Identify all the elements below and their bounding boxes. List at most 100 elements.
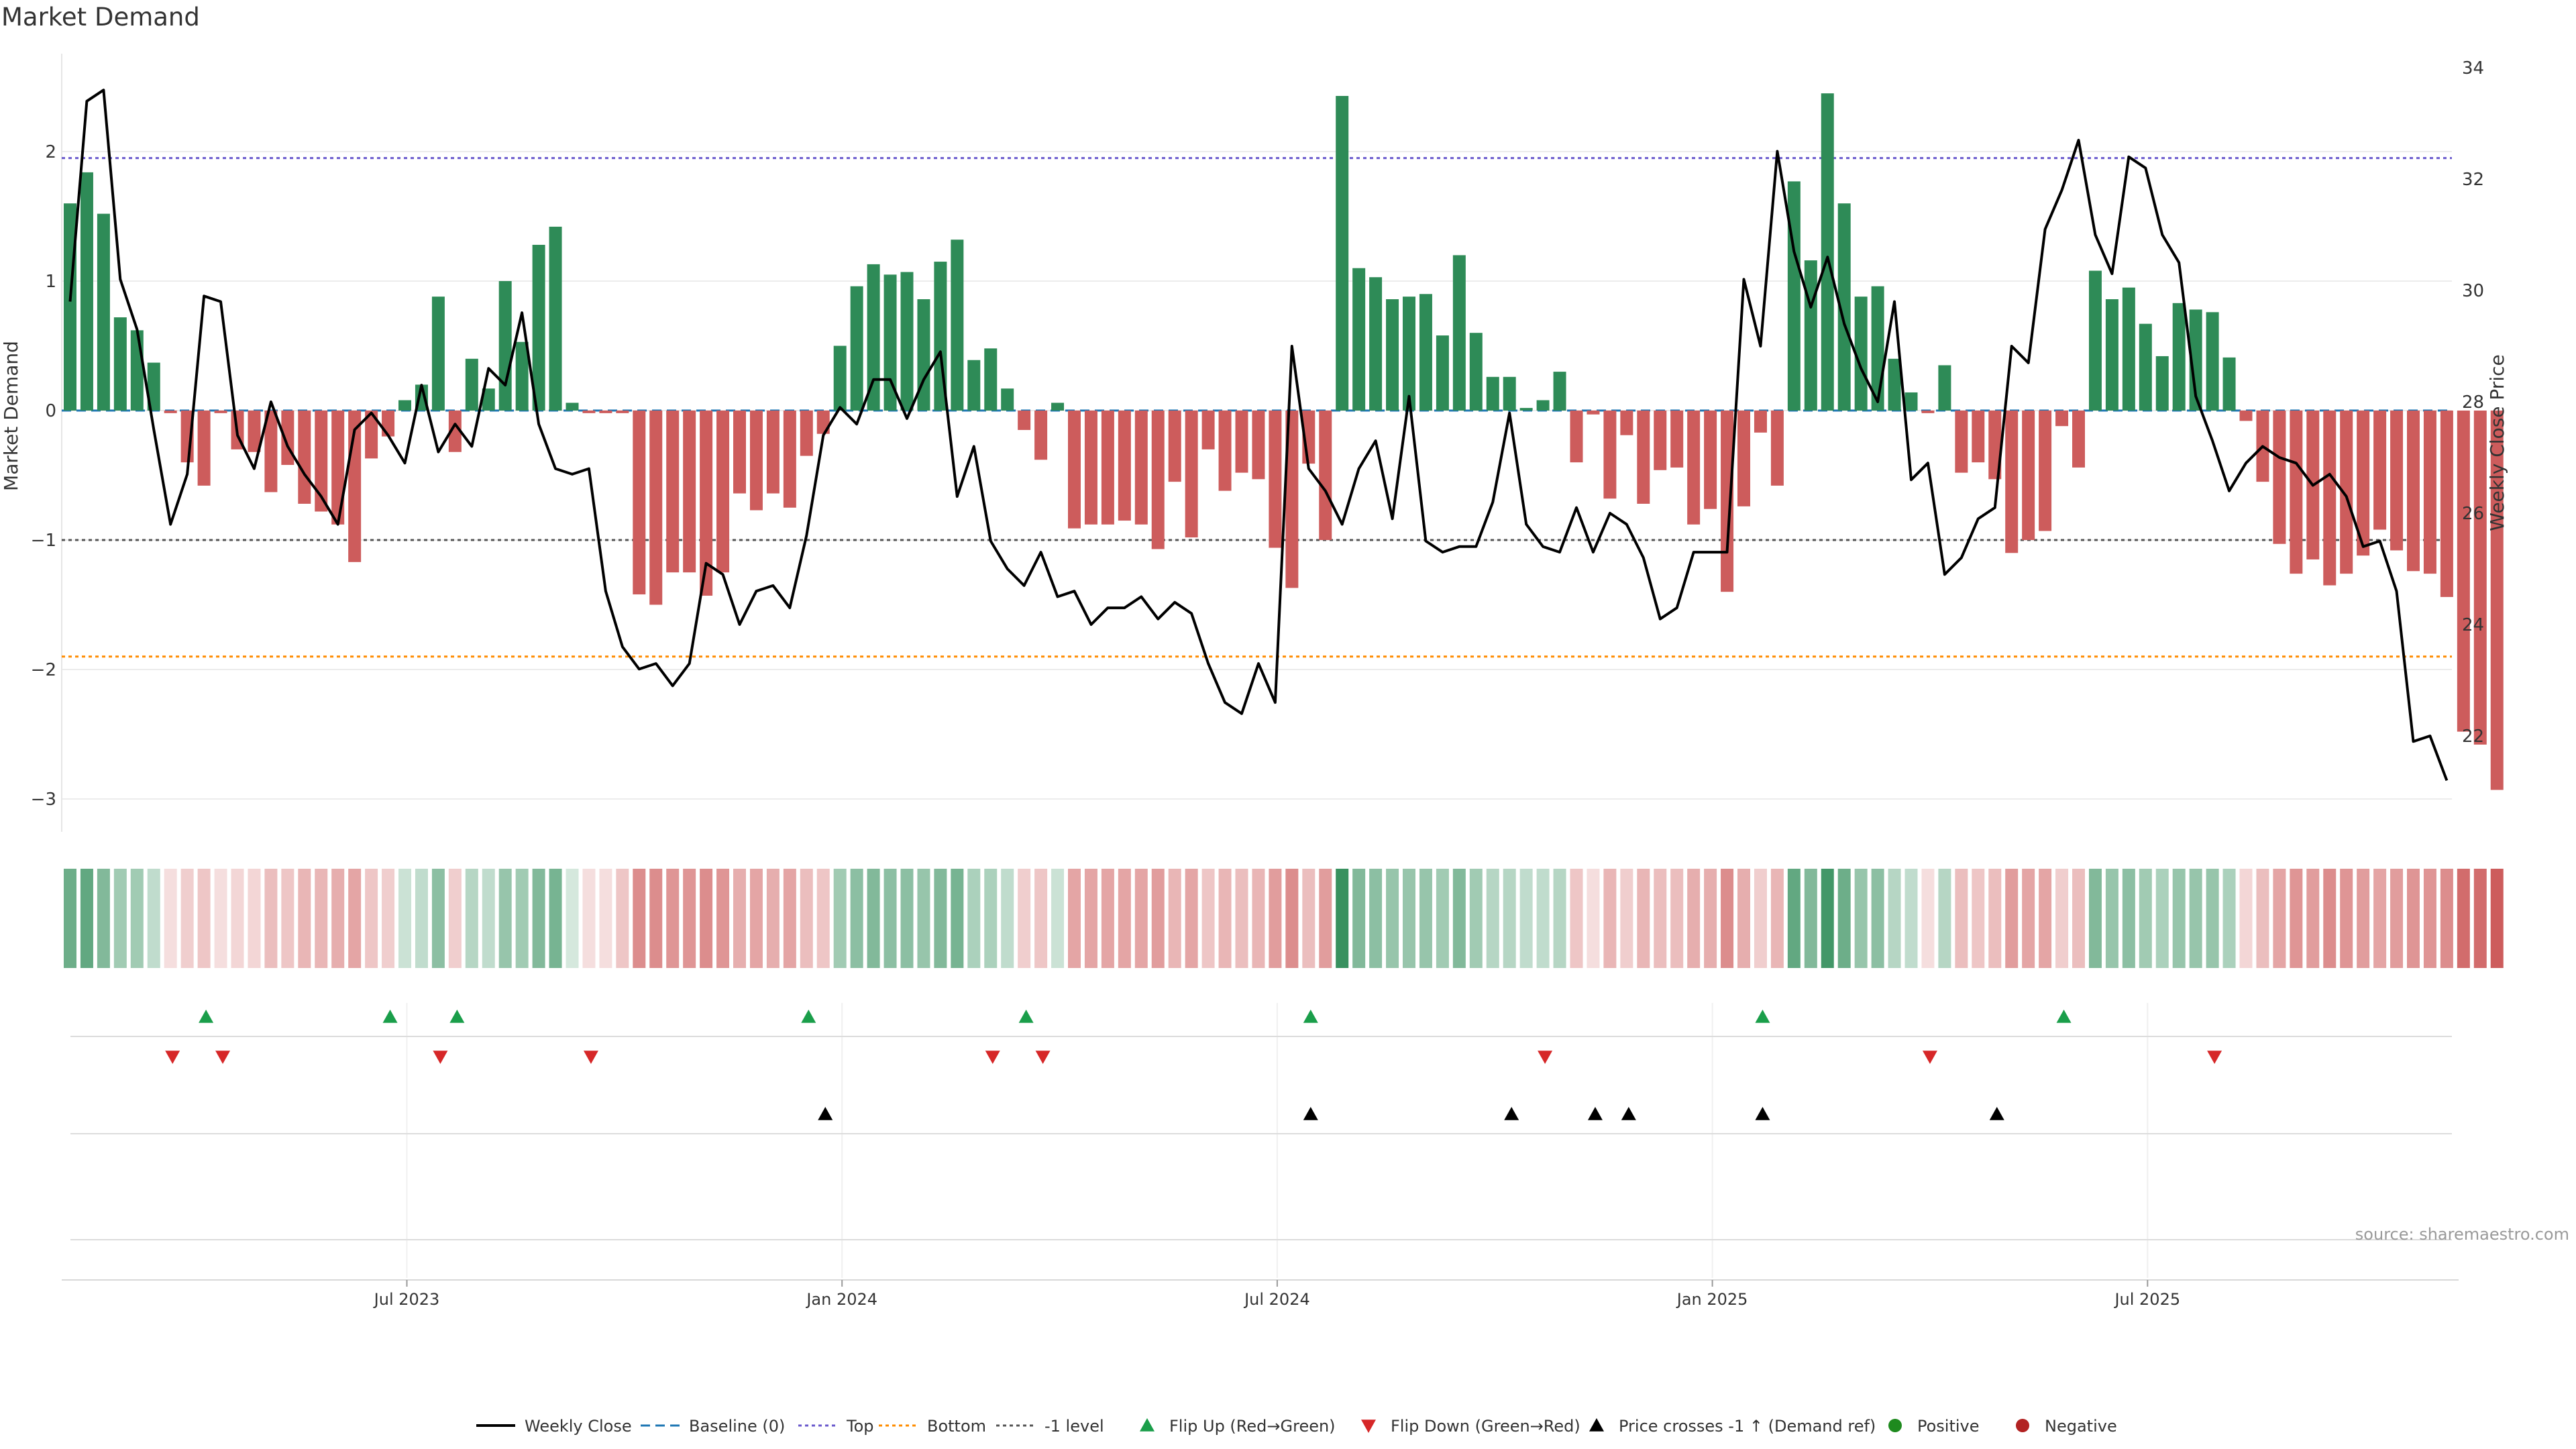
heat-cell — [1369, 869, 1383, 968]
x-tick-label: Jul 2023 — [373, 1290, 440, 1309]
heat-cell — [1302, 869, 1316, 968]
flip-down-marker — [1922, 1051, 1937, 1064]
heat-cell — [2172, 869, 2186, 968]
heat-cell — [549, 869, 562, 968]
demand-bar — [1134, 411, 1148, 525]
weekly-close-line — [68, 89, 2449, 782]
demand-bar — [1553, 372, 1566, 411]
heat-cell — [917, 869, 930, 968]
demand-bar — [2105, 299, 2118, 411]
heat-cell — [867, 869, 880, 968]
demand-bar — [214, 411, 227, 413]
price-cross-marker — [1303, 1107, 1318, 1120]
heat-cell — [2222, 869, 2236, 968]
heat-cell — [1938, 869, 1951, 968]
heat-cell — [934, 869, 947, 968]
price-cross-marker — [1755, 1107, 1770, 1120]
demand-bar — [498, 281, 512, 411]
demand-bar — [113, 317, 127, 411]
heat-cell — [1218, 869, 1232, 968]
source-note: source: sharemaestro.com — [2355, 1225, 2569, 1244]
heat-cell — [967, 869, 981, 968]
heat-cell — [649, 869, 663, 968]
heat-cell — [315, 869, 328, 968]
demand-bar — [1988, 411, 2002, 480]
heat-cell — [1352, 869, 1366, 968]
legend-label: Baseline (0) — [689, 1417, 785, 1436]
heat-cell — [2122, 869, 2135, 968]
flip-down-marker — [583, 1051, 598, 1064]
demand-bar — [2005, 411, 2019, 553]
heat-cell — [1134, 869, 1148, 968]
demand-bar — [1904, 392, 1918, 411]
demand-bar — [1185, 411, 1198, 538]
demand-bar — [1486, 376, 1499, 411]
legend-label: Price crosses -1 ↑ (Demand ref) — [1619, 1417, 1876, 1436]
heat-cell — [1084, 869, 1097, 968]
demand-bar — [2239, 411, 2253, 421]
heat-cell — [2256, 869, 2269, 968]
demand-bar — [1821, 93, 1834, 411]
demand-bar — [365, 411, 378, 459]
right-tick-label: 30 — [2462, 281, 2484, 301]
heat-cell — [1620, 869, 1633, 968]
heat-cell — [214, 869, 227, 968]
flip-down-marker — [985, 1051, 1000, 1064]
demand-bar — [1536, 400, 1550, 411]
legend-label: Bottom — [927, 1417, 986, 1436]
legend-label: Weekly Close — [525, 1417, 632, 1436]
heat-cell — [1854, 869, 1868, 968]
heat-cell — [616, 869, 629, 968]
demand-bar — [800, 411, 813, 456]
legend-label: Flip Up (Red→Green) — [1169, 1417, 1336, 1436]
x-tick-label: Jan 2025 — [1676, 1290, 1748, 1309]
demand-bar — [1118, 411, 1131, 521]
heat-cell — [1519, 869, 1533, 968]
heat-cell — [733, 869, 746, 968]
heat-cell — [2072, 869, 2085, 968]
heat-cell — [2189, 869, 2202, 968]
demand-bar — [1084, 411, 1097, 525]
demand-bar — [431, 297, 445, 411]
heat-cell — [566, 869, 579, 968]
demand-bar — [315, 411, 328, 512]
heat-cell — [80, 869, 93, 968]
demand-bar — [2088, 270, 2102, 411]
demand-bar — [1168, 411, 1181, 482]
heat-cell — [2005, 869, 2019, 968]
heat-cell — [599, 869, 612, 968]
legend-negative-swatch — [2016, 1419, 2029, 1432]
heat-cell — [1018, 869, 1031, 968]
legend-label: Negative — [2045, 1417, 2117, 1436]
right-tick-label: 34 — [2462, 58, 2484, 78]
demand-bar — [515, 341, 529, 411]
demand-bar — [382, 411, 395, 437]
demand-bar — [248, 411, 261, 452]
heat-cell — [180, 869, 194, 968]
heat-cell — [1587, 869, 1600, 968]
heat-cell — [1670, 869, 1684, 968]
heat-cell — [365, 869, 378, 968]
left-axis-label: Market Demand — [0, 341, 22, 491]
heat-cell — [1068, 869, 1081, 968]
heat-cell — [2407, 869, 2420, 968]
demand-bars — [64, 93, 2504, 790]
flip-up-marker — [1755, 1010, 1770, 1023]
heat-cell — [1955, 869, 1968, 968]
demand-bar — [1319, 411, 1332, 540]
heat-cell — [1235, 869, 1248, 968]
heat-cell — [398, 869, 411, 968]
demand-bar — [1018, 411, 1031, 430]
heat-cell — [1972, 869, 1985, 968]
price-cross-marker — [818, 1107, 833, 1120]
demand-bar — [2189, 309, 2202, 411]
heat-cell — [883, 869, 897, 968]
heat-cell — [97, 869, 110, 968]
demand-bar — [867, 264, 880, 411]
legend-positive-swatch — [1888, 1419, 1902, 1432]
demand-bar — [1352, 268, 1366, 411]
legend-price-cross-swatch — [1589, 1418, 1604, 1432]
demand-bar — [1068, 411, 1081, 529]
heat-cell — [2423, 869, 2436, 968]
heat-cell — [264, 869, 278, 968]
